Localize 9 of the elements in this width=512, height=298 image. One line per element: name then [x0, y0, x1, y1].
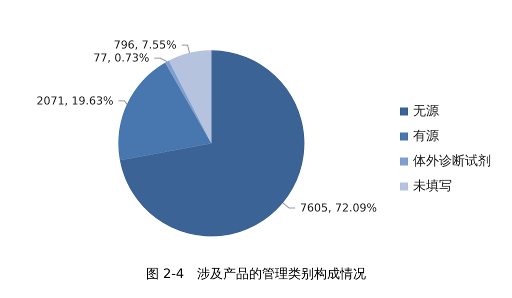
data-label: 77, 0.73% — [93, 52, 150, 65]
legend-label: 无源 — [413, 104, 439, 119]
legend-label: 未填写 — [413, 179, 452, 194]
data-label: 796, 7.55% — [114, 38, 177, 52]
legend-label: 体外诊断试剂 — [413, 153, 491, 169]
data-label: 2071, 19.63% — [36, 94, 114, 108]
data-label: 7605, 72.09% — [300, 202, 377, 215]
legend-label: 有源 — [413, 129, 439, 144]
text: 图 2-4 涉及产品的管理类别构成情况 — [146, 267, 366, 282]
